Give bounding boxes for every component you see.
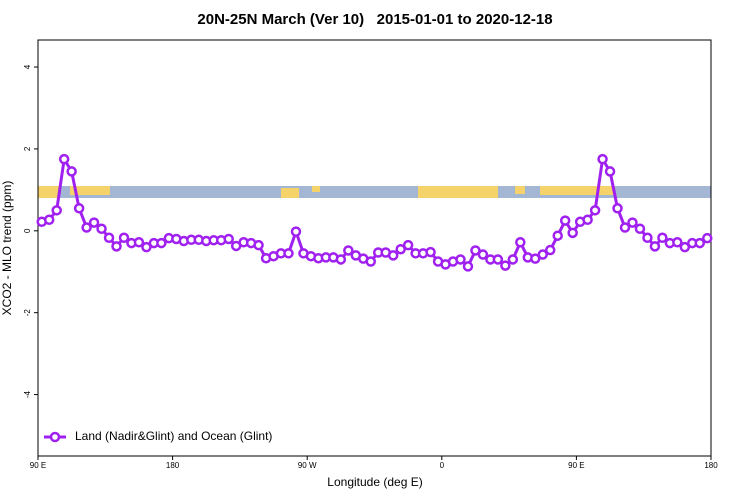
point xyxy=(81,222,92,233)
point xyxy=(627,217,638,228)
point xyxy=(283,248,294,259)
x-tick-label: 90 E xyxy=(30,461,46,470)
point xyxy=(223,233,234,245)
point xyxy=(649,241,661,252)
point xyxy=(462,261,474,272)
point xyxy=(118,232,130,244)
point xyxy=(634,223,646,235)
point xyxy=(612,203,623,214)
chart-title: 20N-25N March (Ver 10) 2015-01-01 to 202… xyxy=(197,11,552,28)
legend-marker xyxy=(49,431,61,443)
point xyxy=(657,232,668,244)
plot-frame xyxy=(37,39,712,457)
point xyxy=(73,203,85,214)
point xyxy=(43,214,55,225)
point xyxy=(537,249,548,260)
point xyxy=(395,243,406,255)
point xyxy=(604,166,616,177)
point xyxy=(103,232,115,244)
x-tick-label: 180 xyxy=(166,461,180,470)
point xyxy=(582,214,593,225)
point xyxy=(455,254,466,265)
point xyxy=(642,232,653,244)
y-tick-label: 2 xyxy=(23,146,32,151)
point xyxy=(492,254,504,265)
point xyxy=(88,217,100,228)
point xyxy=(156,237,167,249)
point xyxy=(290,226,302,237)
point xyxy=(66,166,77,177)
point xyxy=(679,241,691,253)
point xyxy=(507,254,519,265)
point xyxy=(58,153,70,165)
point xyxy=(96,223,107,235)
point xyxy=(111,241,122,252)
point xyxy=(597,153,608,165)
point xyxy=(515,237,526,248)
point xyxy=(477,249,489,260)
y-tick-label: 4 xyxy=(23,64,32,69)
legend-label: Land (Nadir&Glint) and Ocean (Glint) xyxy=(75,429,272,443)
x-tick-label: 180 xyxy=(704,461,718,470)
point xyxy=(589,205,601,216)
y-tick-label: -4 xyxy=(23,390,32,398)
y-tick-label: -2 xyxy=(23,309,32,317)
point xyxy=(619,222,631,233)
point xyxy=(387,250,399,261)
y-axis-label: XCO2 - MLO trend (ppm) xyxy=(0,181,14,316)
x-tick-label: 90 E xyxy=(568,461,584,470)
point xyxy=(559,215,571,226)
point xyxy=(133,237,145,248)
point xyxy=(567,227,578,239)
point xyxy=(51,205,62,216)
point xyxy=(702,232,713,244)
point xyxy=(365,256,377,267)
point xyxy=(470,245,481,256)
map-strip xyxy=(38,186,711,198)
point xyxy=(694,237,706,249)
x-tick-label: 0 xyxy=(440,461,445,470)
point xyxy=(141,241,152,253)
point xyxy=(552,230,563,241)
y-tick-label: 0 xyxy=(23,228,32,233)
x-axis-label: Longitude (deg E) xyxy=(327,475,422,489)
point xyxy=(544,244,556,256)
point xyxy=(425,246,436,258)
x-tick-label: 90 W xyxy=(298,461,317,470)
point xyxy=(343,245,354,256)
point xyxy=(672,237,683,248)
point xyxy=(402,239,414,251)
point xyxy=(500,260,511,271)
point xyxy=(530,253,541,264)
point xyxy=(253,239,264,251)
point xyxy=(335,254,347,265)
